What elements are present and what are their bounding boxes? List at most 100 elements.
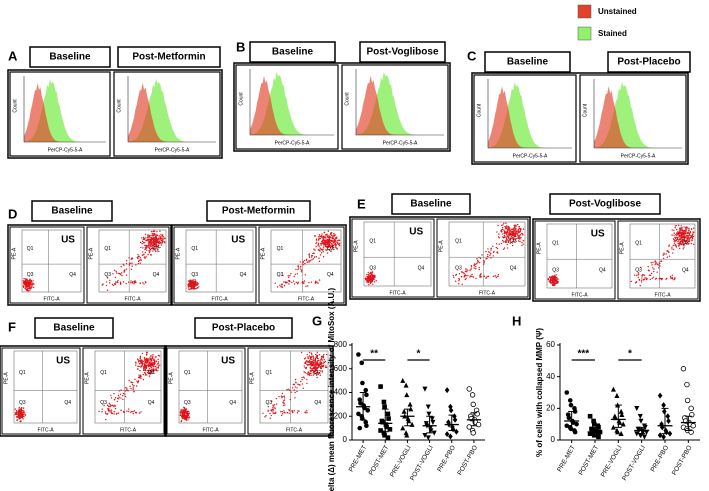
- event-dot: [372, 283, 374, 285]
- event-dot: [315, 256, 318, 258]
- event-dot: [151, 236, 153, 239]
- event-dot: [293, 389, 295, 391]
- data-point: [567, 398, 573, 403]
- event-dot: [150, 370, 152, 373]
- event-dot: [280, 414, 283, 417]
- event-dot: [288, 283, 290, 285]
- event-dot: [153, 363, 155, 366]
- event-dot: [686, 227, 689, 229]
- event-dot: [493, 250, 495, 253]
- event-dot: [181, 415, 184, 418]
- event-dot: [196, 284, 199, 286]
- event-dot: [334, 239, 336, 241]
- event-dot: [117, 412, 120, 414]
- event-dot: [501, 233, 504, 235]
- event-dot: [132, 410, 134, 413]
- event-dot: [481, 254, 483, 256]
- event-dot: [130, 387, 132, 390]
- event-dot: [304, 411, 307, 413]
- event-dot: [293, 383, 296, 386]
- x-axis-label: FITC-A: [124, 296, 141, 302]
- event-dot: [650, 262, 652, 264]
- event-dot: [284, 281, 286, 283]
- event-dot: [180, 410, 182, 412]
- plot-frame: [82, 347, 165, 435]
- event-dot: [453, 276, 455, 279]
- event-dot: [690, 242, 692, 245]
- event-dot: [317, 359, 319, 362]
- event-dot: [155, 369, 157, 371]
- event-dot: [458, 278, 461, 281]
- event-dot: [673, 239, 676, 241]
- event-dot: [148, 375, 151, 377]
- event-dot: [295, 268, 297, 271]
- event-dot: [325, 240, 327, 242]
- panel-title: Baseline: [53, 323, 95, 334]
- event-dot: [636, 274, 638, 277]
- event-dot: [301, 376, 303, 379]
- event-dot: [321, 233, 323, 235]
- event-dot: [101, 411, 103, 413]
- event-dot: [473, 267, 475, 269]
- event-dot: [145, 256, 147, 258]
- event-dot: [312, 358, 315, 360]
- event-dot: [502, 241, 505, 243]
- event-dot: [283, 281, 285, 283]
- event-dot: [653, 270, 655, 273]
- axes: [13, 350, 78, 424]
- event-dot: [496, 231, 498, 233]
- event-dot: [29, 278, 31, 280]
- event-dot: [479, 257, 482, 260]
- event-dot: [334, 234, 336, 236]
- event-dot: [315, 241, 318, 244]
- event-dot: [497, 252, 499, 254]
- event-dot: [131, 265, 133, 267]
- event-dot: [272, 412, 274, 415]
- event-dot: [672, 252, 674, 254]
- event-dot: [318, 236, 320, 238]
- event-dot: [112, 284, 115, 287]
- event-dot: [505, 226, 508, 228]
- group-frame: [171, 224, 347, 306]
- quadrant-label: Q3: [635, 267, 642, 273]
- quadrant-label: Q4: [69, 272, 76, 278]
- event-dot: [688, 240, 691, 243]
- event-dot: [639, 284, 641, 287]
- event-dot: [289, 398, 292, 401]
- event-dot: [274, 407, 276, 409]
- event-dot: [155, 365, 157, 368]
- x-axis-label: FITC-A: [654, 292, 671, 298]
- event-dot: [659, 265, 661, 267]
- event-dot: [305, 366, 308, 369]
- event-dot: [673, 278, 675, 281]
- event-dot: [194, 288, 197, 290]
- event-dot: [642, 279, 645, 281]
- event-dot: [521, 232, 523, 235]
- event-dot: [668, 244, 670, 246]
- event-dot: [297, 268, 299, 271]
- event-dot: [519, 229, 522, 231]
- event-dot: [154, 369, 156, 371]
- data-point: [381, 399, 387, 405]
- event-dot: [148, 373, 150, 375]
- event-dot: [650, 272, 653, 275]
- event-dot: [113, 269, 116, 272]
- event-dot: [322, 246, 325, 248]
- event-dot: [117, 397, 119, 400]
- quadrant-label: Q1: [277, 246, 284, 252]
- event-dot: [509, 237, 512, 239]
- event-dot: [155, 360, 158, 362]
- event-dot: [688, 234, 691, 236]
- title-box: [117, 46, 221, 68]
- data-point: [385, 435, 391, 440]
- event-dot: [20, 420, 22, 423]
- event-dot: [198, 286, 200, 288]
- event-dot: [145, 361, 147, 363]
- event-dot: [334, 242, 336, 244]
- event-dot: [128, 264, 131, 266]
- event-dot: [154, 243, 156, 246]
- event-dot: [145, 353, 148, 356]
- event-dot: [500, 224, 503, 227]
- unstained-histogram: [128, 82, 216, 142]
- panel-letter: D: [8, 206, 17, 221]
